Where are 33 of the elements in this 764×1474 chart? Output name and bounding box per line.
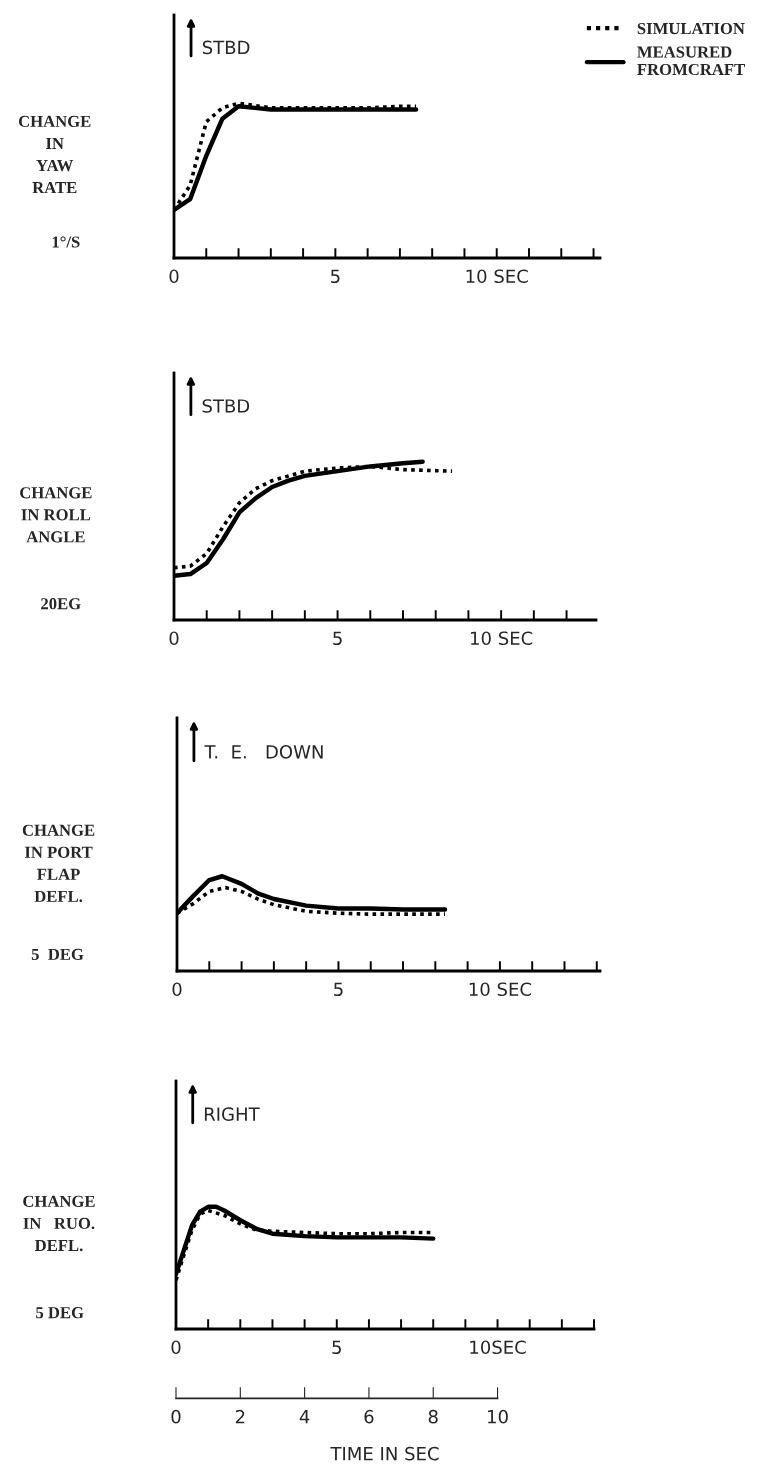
- x2-tick-label: 10: [488, 1409, 508, 1424]
- text: STBD: [202, 40, 250, 55]
- x-tick-label: 10 SEC: [466, 269, 528, 284]
- x2-tick-label: 4: [299, 1410, 310, 1424]
- y-axis-title: CHANGE IN ROLL ANGLE: [20, 487, 92, 543]
- y-axis-title: CHANGE IN PORT FLAP DEFL.: [22, 824, 95, 903]
- text: 5 DEG: [36, 1307, 84, 1319]
- x-tick-label: 10 SEC: [469, 982, 532, 997]
- x2-axis-title: TIME IN SEC: [330, 1446, 439, 1461]
- x-tick-label: 5: [332, 1340, 341, 1355]
- text: STBD: [202, 399, 250, 413]
- x2-tick-label: 6: [364, 1409, 374, 1424]
- x2-tick-label: 2: [235, 1409, 245, 1424]
- x-tick-label: 5: [334, 982, 343, 997]
- x-tick-label: 0: [169, 631, 179, 646]
- x-tick-label: 5: [331, 269, 340, 284]
- x-tick-label: 5: [333, 631, 342, 646]
- x2-tick-label: 8: [428, 1409, 438, 1424]
- x-tick-label: 10 SEC: [471, 631, 533, 646]
- y-axis-title: CHANGE IN YAW RATE: [18, 115, 91, 194]
- y-axis-title: CHANGE IN RUO. DEFL.: [23, 1195, 95, 1252]
- x-tick-label: 0: [172, 982, 182, 997]
- x2-tick-label: 0: [171, 1409, 181, 1424]
- x-tick-label: 0: [169, 269, 179, 284]
- text: 5 DEG: [31, 948, 84, 960]
- legend-label: MEASURED FROMCRAFT: [637, 46, 745, 76]
- text: 20EG: [41, 598, 81, 610]
- text: RIGHT: [204, 1107, 260, 1121]
- text: T. E. DOWN: [204, 745, 323, 759]
- legend-label: SIMULATION: [637, 23, 745, 35]
- text: 1°/S: [52, 236, 80, 248]
- x-tick-label: 0: [171, 1340, 181, 1355]
- x-tick-label: 10SEC: [470, 1340, 526, 1355]
